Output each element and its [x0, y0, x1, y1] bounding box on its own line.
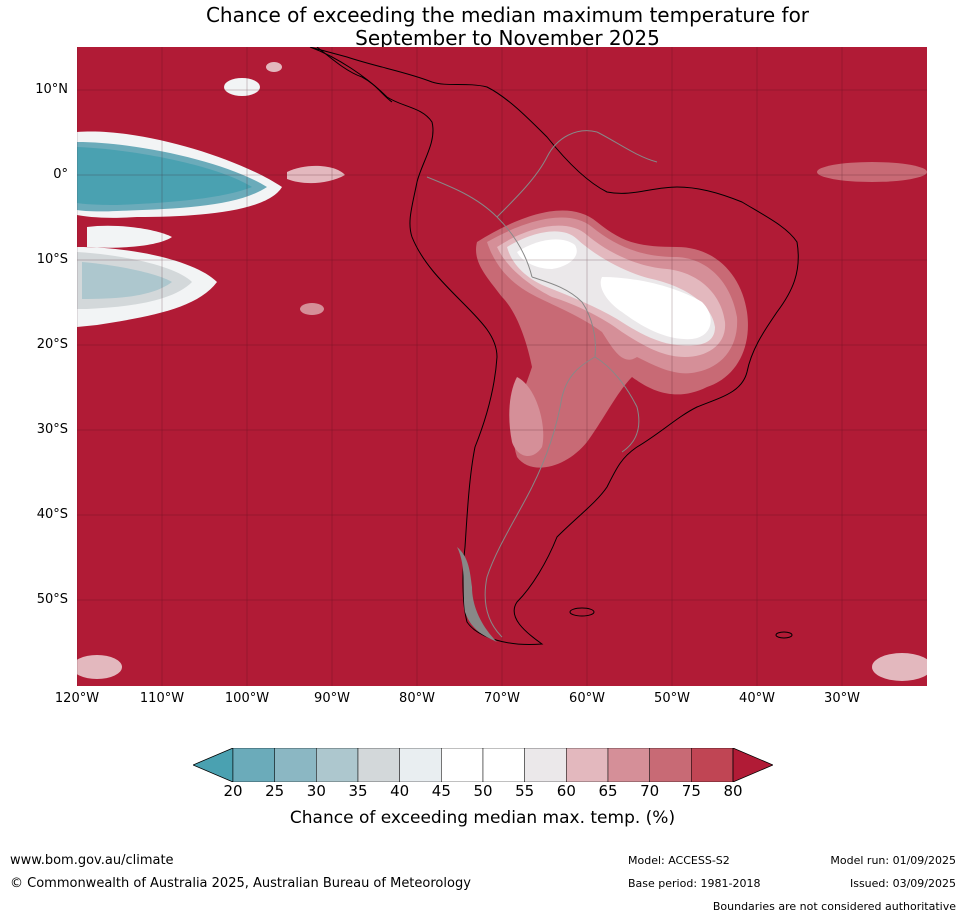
copyright-text: © Commonwealth of Australia 2025, Austra… [10, 876, 471, 891]
colorbar-cell [566, 748, 609, 782]
colorbar-cell [441, 748, 484, 782]
base-period-text: Base period: 1981-2018 [628, 877, 761, 890]
map-canvas [77, 47, 927, 686]
colorbar-tick-label: 80 [723, 782, 743, 800]
colorbar [193, 748, 773, 782]
lat-label-10n: 10°N [35, 82, 68, 97]
lon-label-30w: 30°W [824, 691, 860, 706]
colorbar-cell [524, 748, 567, 782]
colorbar-extend-low [193, 748, 234, 782]
lat-label-40s: 40°S [36, 507, 68, 522]
colorbar-tick-label: 55 [515, 782, 535, 800]
pacific-cool-anomaly [77, 62, 927, 681]
colorbar-tick-label: 40 [390, 782, 410, 800]
lon-label-90w: 90°W [314, 691, 350, 706]
colorbar-cell [482, 748, 525, 782]
website-link[interactable]: www.bom.gov.au/climate [10, 853, 174, 868]
colorbar-tick-label: 65 [598, 782, 618, 800]
map-title: Chance of exceeding the median maximum t… [0, 4, 965, 50]
colorbar-tick-label: 45 [431, 782, 451, 800]
continental-neutral-region [476, 210, 748, 468]
coastline [309, 47, 799, 646]
colorbar-cell [399, 748, 442, 782]
issued-text: Issued: 03/09/2025 [849, 877, 956, 890]
title-line-1: Chance of exceeding the median maximum t… [205, 3, 810, 27]
colorbar-cell [274, 748, 317, 782]
colorbar-cell [691, 748, 734, 782]
colorbar-cell [357, 748, 400, 782]
lat-label-20s: 20°S [36, 337, 68, 352]
colorbar-tick-label: 70 [640, 782, 660, 800]
lon-label-80w: 80°W [399, 691, 435, 706]
lon-label-100w: 100°W [224, 691, 270, 706]
title-line-2: September to November 2025 [355, 26, 660, 50]
lat-label-0: 0° [53, 167, 68, 182]
disclaimer-text: Boundaries are not considered authoritat… [712, 900, 956, 913]
colorbar-tick-label: 20 [223, 782, 243, 800]
colorbar-cell [649, 748, 692, 782]
colorbar-tick-label: 60 [556, 782, 576, 800]
colorbar-tick-label: 30 [306, 782, 326, 800]
colorbar-cell [316, 748, 359, 782]
model-text: Model: ACCESS-S2 [628, 854, 730, 867]
colorbar-tick-label: 25 [265, 782, 285, 800]
graticule [77, 47, 927, 686]
probability-map [77, 47, 927, 686]
lon-label-40w: 40°W [739, 691, 775, 706]
colorbar-label: Chance of exceeding median max. temp. (%… [289, 808, 676, 828]
model-run-text: Model run: 01/09/2025 [830, 854, 956, 867]
lon-label-70w: 70°W [484, 691, 520, 706]
colorbar-tick-label: 35 [348, 782, 368, 800]
colorbar-extend-high [732, 748, 773, 782]
colorbar-cell [607, 748, 650, 782]
lon-label-50w: 50°W [654, 691, 690, 706]
country-borders [426, 130, 658, 638]
lat-label-10s: 10°S [36, 252, 68, 267]
colorbar-tick-label: 75 [681, 782, 701, 800]
lon-label-110w: 110°W [139, 691, 185, 706]
patagonia-fjords [457, 547, 793, 642]
lon-label-60w: 60°W [569, 691, 605, 706]
lon-label-120w: 120°W [54, 691, 100, 706]
colorbar-cell [232, 748, 275, 782]
colorbar-tick-label: 50 [473, 782, 493, 800]
lat-label-30s: 30°S [36, 422, 68, 437]
lat-label-50s: 50°S [36, 592, 68, 607]
